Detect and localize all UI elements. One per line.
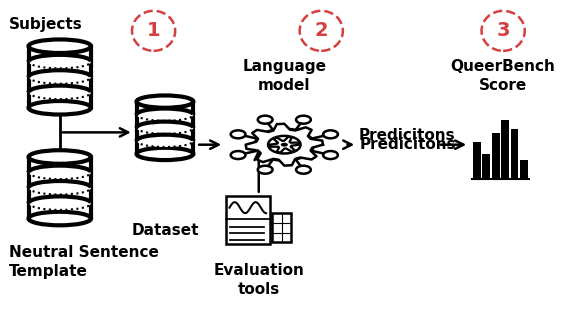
Circle shape <box>258 116 273 124</box>
Bar <box>520 160 528 179</box>
Text: Language
model: Language model <box>242 58 327 93</box>
Bar <box>501 120 509 179</box>
Text: Neutral Sentence
Template: Neutral Sentence Template <box>9 245 158 279</box>
Ellipse shape <box>28 86 91 99</box>
Polygon shape <box>28 46 91 108</box>
Bar <box>473 142 481 179</box>
Text: 1: 1 <box>147 21 161 40</box>
Ellipse shape <box>28 101 91 115</box>
Ellipse shape <box>300 11 343 51</box>
Ellipse shape <box>28 70 91 84</box>
Circle shape <box>231 130 245 138</box>
Ellipse shape <box>136 95 193 108</box>
Circle shape <box>323 130 338 138</box>
Bar <box>272 213 291 242</box>
Text: Predicitons: Predicitons <box>360 137 456 152</box>
Text: 3: 3 <box>496 21 510 40</box>
Ellipse shape <box>132 11 175 51</box>
Ellipse shape <box>136 148 193 160</box>
Circle shape <box>255 129 314 161</box>
Text: 2: 2 <box>314 21 328 40</box>
Ellipse shape <box>28 55 91 68</box>
Polygon shape <box>269 137 299 153</box>
Bar <box>226 196 270 244</box>
Polygon shape <box>136 102 193 154</box>
Ellipse shape <box>28 165 91 179</box>
Circle shape <box>296 166 311 174</box>
Ellipse shape <box>136 135 193 147</box>
Polygon shape <box>246 124 323 165</box>
Circle shape <box>296 116 311 124</box>
Bar <box>510 129 519 179</box>
Ellipse shape <box>136 109 193 121</box>
Text: Dataset: Dataset <box>131 223 199 238</box>
Ellipse shape <box>481 11 525 51</box>
Ellipse shape <box>28 150 91 164</box>
Text: Evaluation
tools: Evaluation tools <box>213 263 304 297</box>
Ellipse shape <box>28 212 91 225</box>
Bar <box>482 154 490 179</box>
Text: Subjects: Subjects <box>9 17 82 32</box>
Polygon shape <box>28 157 91 219</box>
Circle shape <box>281 143 288 147</box>
Circle shape <box>323 151 338 159</box>
Ellipse shape <box>28 40 91 53</box>
Circle shape <box>231 151 245 159</box>
Circle shape <box>258 166 273 174</box>
Ellipse shape <box>28 196 91 210</box>
Bar <box>492 133 499 179</box>
Circle shape <box>268 136 300 154</box>
Text: QueerBench
Score: QueerBench Score <box>451 58 556 93</box>
Ellipse shape <box>136 122 193 134</box>
Ellipse shape <box>28 181 91 195</box>
Text: Predicitons: Predicitons <box>358 128 455 143</box>
